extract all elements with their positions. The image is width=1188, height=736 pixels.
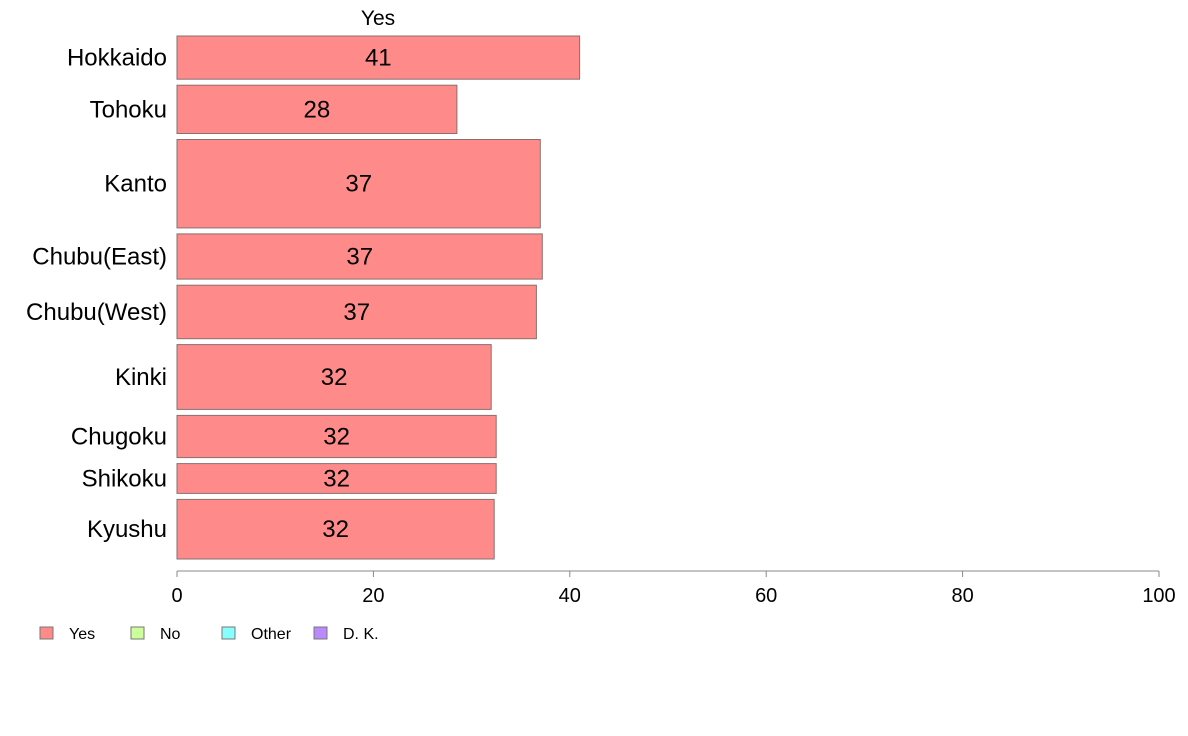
bar-kinki <box>176 344 492 410</box>
data-label: 32 <box>323 466 350 493</box>
x-tick-label: 100 <box>1142 585 1175 607</box>
legend-swatch <box>221 626 236 640</box>
bar-tohoku <box>176 84 458 134</box>
data-label: 32 <box>322 516 349 543</box>
data-label: 41 <box>365 45 392 72</box>
bar-shikoku <box>176 463 497 494</box>
bar-kanto <box>176 139 541 229</box>
legend-swatch <box>39 626 54 640</box>
x-tick-label: 40 <box>559 585 581 607</box>
data-label: 32 <box>321 364 348 391</box>
legend-swatch <box>313 626 328 640</box>
category-label: Kinki <box>115 364 167 391</box>
bars-group: Hokkaido 41 Tohoku 28 Kanto 37 Chubu(East) 37 Ch… <box>26 35 581 560</box>
data-label: 37 <box>346 244 373 271</box>
legend: Yes No Other D. K. <box>39 626 379 643</box>
data-label: 37 <box>345 171 372 198</box>
bar-chubu-east- <box>176 233 543 280</box>
legend-label: Yes <box>69 626 95 643</box>
x-tick-label: 60 <box>755 585 777 607</box>
bar-chubu-west- <box>176 284 537 340</box>
x-tick-label: 20 <box>362 585 384 607</box>
x-tick-label: 80 <box>951 585 973 607</box>
bar-hokkaido <box>176 35 581 80</box>
data-label: 32 <box>323 424 350 451</box>
series-heading: Yes <box>361 7 395 30</box>
legend-label: D. K. <box>343 626 379 643</box>
category-label: Kanto <box>104 171 167 198</box>
data-label: 28 <box>304 96 331 123</box>
legend-label: No <box>160 626 181 643</box>
category-label: Chubu(West) <box>26 299 167 326</box>
data-label: 37 <box>343 299 370 326</box>
category-label: Chugoku <box>71 424 167 451</box>
legend-swatch <box>130 626 145 640</box>
category-label: Kyushu <box>87 516 167 543</box>
category-label: Hokkaido <box>67 45 167 72</box>
x-tick-label: 0 <box>171 585 182 607</box>
category-label: Chubu(East) <box>32 244 167 271</box>
x-axis: 0 20 40 60 80 100 <box>171 570 1176 607</box>
category-label: Shikoku <box>82 466 167 493</box>
legend-label: Other <box>251 626 292 643</box>
bar-kyushu <box>176 498 495 560</box>
category-label: Tohoku <box>90 96 167 123</box>
bar-chugoku <box>176 414 497 459</box>
